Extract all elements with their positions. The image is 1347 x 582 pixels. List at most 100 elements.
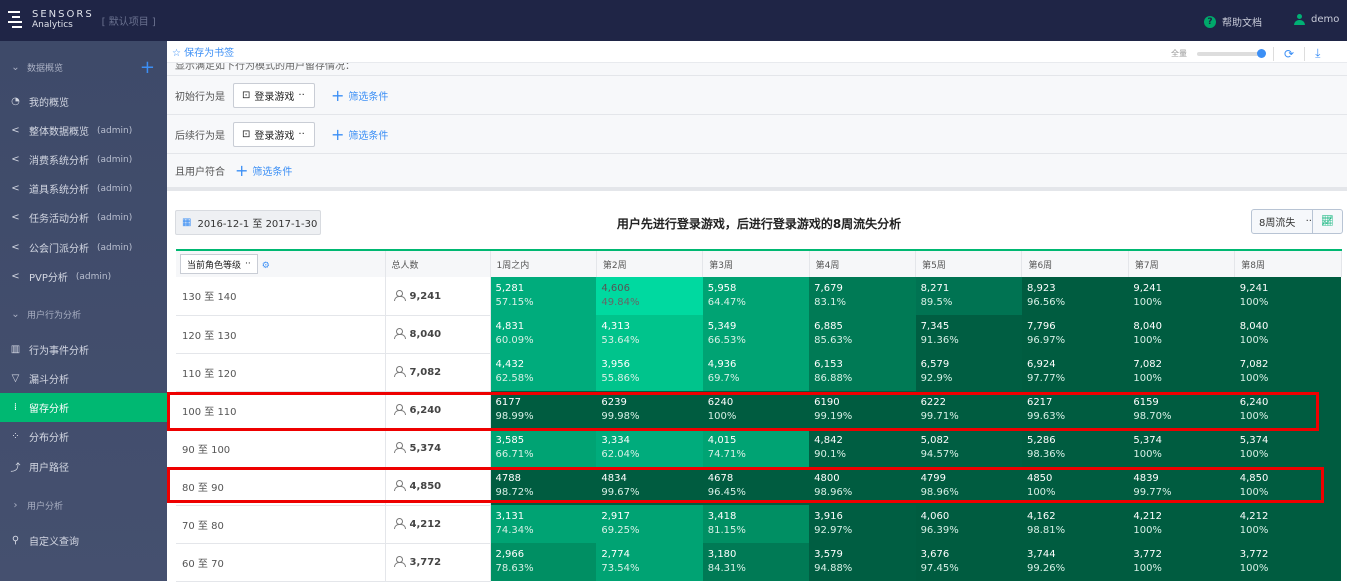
retention-cell[interactable]: 7,082 100% [1234, 353, 1342, 391]
retention-cell[interactable]: 5,082 94.57% [915, 429, 1022, 467]
total-users[interactable]: 4,212 [385, 505, 491, 544]
retention-cell[interactable]: 4799 98.96% [915, 467, 1022, 505]
retention-cell[interactable]: 9,241 100% [1234, 277, 1342, 315]
retention-cell[interactable]: 6240 100% [702, 391, 810, 429]
retention-cell[interactable]: 6190 99.19% [809, 391, 916, 429]
total-users[interactable]: 7,082 [385, 353, 491, 392]
retention-cell[interactable]: 4,015 74.71% [702, 429, 810, 467]
sidebar-section[interactable]: ⌄ 数据概览 + [0, 53, 167, 82]
retention-cell[interactable]: 3,579 94.88% [809, 543, 916, 581]
followup-filter-button[interactable]: + 筛选条件 [331, 125, 388, 144]
retention-cell[interactable]: 3,916 92.97% [809, 505, 916, 543]
retention-cell[interactable]: 7,345 91.36% [915, 315, 1022, 353]
sidebar-item[interactable]: < 整体数据概览 (admin) [0, 116, 167, 145]
retention-cell[interactable]: 5,281 57.15% [490, 277, 597, 315]
slider-handle[interactable] [1257, 48, 1266, 58]
retention-cell[interactable]: 6177 98.99% [490, 391, 597, 429]
retention-cell[interactable]: 4788 98.72% [490, 467, 597, 505]
line-chart-icon[interactable]: 📈︎ [1312, 210, 1342, 233]
retention-cell[interactable]: 3,180 84.31% [702, 543, 810, 581]
retention-cell[interactable]: 6222 99.71% [915, 391, 1022, 429]
user-menu[interactable]: demo [1294, 14, 1339, 25]
initial-event-select[interactable]: ⊡ 登录游戏 ·· [233, 82, 315, 108]
date-range-picker[interactable]: ▦ 2016-12-1 至 2017-1-30 [175, 210, 321, 235]
retention-cell[interactable]: 8,923 96.56% [1021, 277, 1129, 315]
retention-cell[interactable]: 6239 99.98% [596, 391, 703, 429]
retention-cell[interactable]: 2,917 69.25% [596, 505, 703, 543]
retention-cell[interactable]: 5,349 66.53% [702, 315, 810, 353]
retention-cell[interactable]: 2,774 73.54% [596, 543, 703, 581]
retention-cell[interactable]: 3,418 81.15% [702, 505, 810, 543]
retention-cell[interactable]: 3,772 100% [1128, 543, 1235, 581]
sidebar-item[interactable]: < PVP分析 (admin) [0, 262, 167, 291]
retention-cell[interactable]: 7,082 100% [1128, 353, 1235, 391]
sidebar-section[interactable]: ⌄ 用户行为分析 [0, 300, 167, 329]
retention-cell[interactable]: 4,831 60.09% [490, 315, 597, 353]
retention-cell[interactable]: 4678 96.45% [702, 467, 810, 505]
retention-cell[interactable]: 8,040 100% [1128, 315, 1235, 353]
retention-cell[interactable]: 6,924 97.77% [1021, 353, 1129, 391]
user-filter-button[interactable]: + 筛选条件 [235, 161, 292, 180]
retention-cell[interactable]: 6,240 100% [1234, 391, 1342, 429]
sidebar-item[interactable]: < 道具系统分析 (admin) [0, 174, 167, 203]
retention-cell[interactable]: 5,374 100% [1234, 429, 1342, 467]
retention-cell[interactable]: 4850 100% [1021, 467, 1129, 505]
retention-cell[interactable]: 5,958 64.47% [702, 277, 810, 315]
retention-cell[interactable]: 6,153 86.88% [809, 353, 916, 391]
sidebar-section[interactable]: › 用户分析 [0, 491, 167, 520]
sidebar-item[interactable]: ⁞ 留存分析 [0, 393, 167, 422]
sidebar-item[interactable]: ▽ 漏斗分析 [0, 364, 167, 393]
retention-cell[interactable]: 3,131 74.34% [490, 505, 597, 543]
retention-cell[interactable]: 4,850 100% [1234, 467, 1342, 505]
retention-cell[interactable]: 8,040 100% [1234, 315, 1342, 353]
retention-cell[interactable]: 4834 99.67% [596, 467, 703, 505]
retention-cell[interactable]: 5,286 98.36% [1021, 429, 1129, 467]
retention-cell[interactable]: 4,936 69.7% [702, 353, 810, 391]
mode-select[interactable]: 8周流失 ·· 📈︎ [1251, 209, 1343, 234]
total-users[interactable]: 4,850 [385, 467, 491, 506]
sidebar-item[interactable]: < 消费系统分析 (admin) [0, 145, 167, 174]
sidebar-item[interactable]: < 任务活动分析 (admin) [0, 203, 167, 232]
retention-cell[interactable]: 6,885 85.63% [809, 315, 916, 353]
retention-cell[interactable]: 6159 98.70% [1128, 391, 1235, 429]
total-users[interactable]: 5,374 [385, 429, 491, 468]
retention-cell[interactable]: 7,796 96.97% [1021, 315, 1129, 353]
retention-cell[interactable]: 4,432 62.58% [490, 353, 597, 391]
retention-cell[interactable]: 3,585 66.71% [490, 429, 597, 467]
retention-cell[interactable]: 6217 99.63% [1021, 391, 1129, 429]
bookmark-button[interactable]: ☆ 保存为书签 [172, 48, 235, 59]
retention-cell[interactable]: 4,162 98.81% [1021, 505, 1129, 543]
retention-cell[interactable]: 9,241 100% [1128, 277, 1235, 315]
retention-cell[interactable]: 4800 98.96% [809, 467, 916, 505]
sidebar-item[interactable]: ◔ 我的概览 [0, 87, 167, 116]
help-docs-link[interactable]: ? 帮助文档 [1204, 14, 1262, 29]
retention-cell[interactable]: 6,579 92.9% [915, 353, 1022, 391]
retention-cell[interactable]: 3,676 97.45% [915, 543, 1022, 581]
sidebar-item[interactable]: ▥ 行为事件分析 [0, 335, 167, 364]
project-selector[interactable]: [ 默认项目 ] [101, 16, 156, 28]
retention-cell[interactable]: 4,313 53.64% [596, 315, 703, 353]
total-users[interactable]: 9,241 [385, 277, 491, 316]
retention-cell[interactable]: 8,271 89.5% [915, 277, 1022, 315]
total-users[interactable]: 3,772 [385, 543, 491, 582]
retention-cell[interactable]: 7,679 83.1% [809, 277, 916, 315]
group-by-select[interactable]: 当前角色等级 ·· [180, 254, 258, 274]
retention-cell[interactable]: 4,212 100% [1128, 505, 1235, 543]
retention-cell[interactable]: 3,334 62.04% [596, 429, 703, 467]
retention-cell[interactable]: 3,772 100% [1234, 543, 1342, 581]
initial-filter-button[interactable]: + 筛选条件 [331, 86, 388, 105]
retention-cell[interactable]: 4,060 96.39% [915, 505, 1022, 543]
followup-event-select[interactable]: ⊡ 登录游戏 ·· [233, 121, 315, 147]
retention-cell[interactable]: 4,606 49.84% [596, 277, 703, 315]
retention-cell[interactable]: 2,966 78.63% [490, 543, 597, 581]
retention-cell[interactable]: 5,374 100% [1128, 429, 1235, 467]
sidebar-item[interactable]: < 公会门派分析 (admin) [0, 233, 167, 262]
sidebar-item[interactable]: ⤴ 用户路径 [0, 452, 167, 481]
total-users[interactable]: 6,240 [385, 391, 491, 430]
retention-cell[interactable]: 4,842 90.1% [809, 429, 916, 467]
logo[interactable]: SENSORS Analytics [ 默认项目 ] [8, 9, 156, 31]
gear-icon[interactable]: ⚙ [261, 260, 270, 271]
sidebar-item[interactable]: ⁘ 分布分析 [0, 422, 167, 451]
retention-cell[interactable]: 4839 99.77% [1128, 467, 1235, 505]
retention-cell[interactable]: 3,956 55.86% [596, 353, 703, 391]
